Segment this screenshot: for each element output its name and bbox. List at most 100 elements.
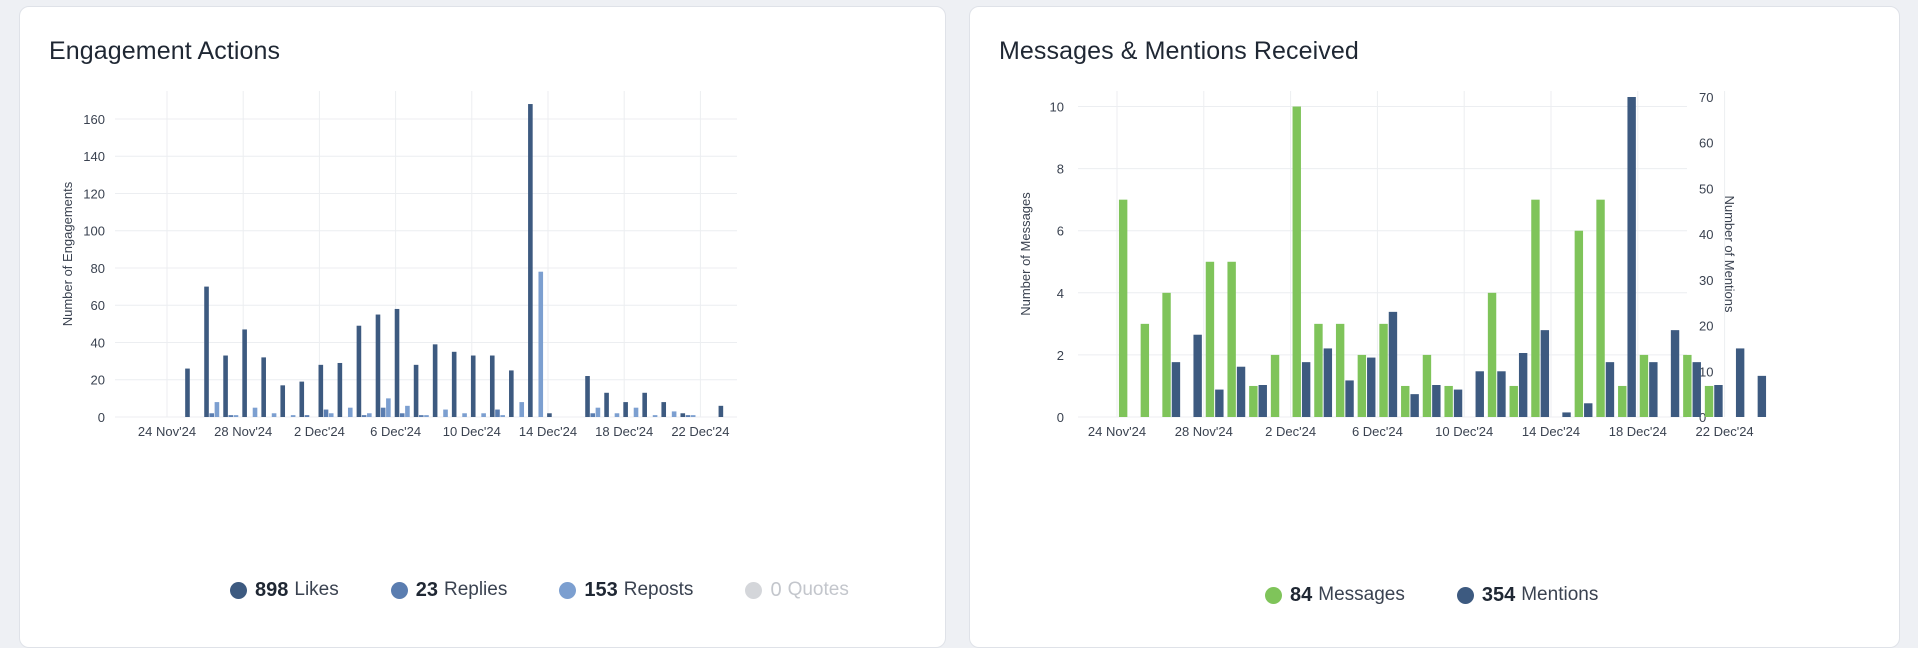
bar-mentions <box>1301 362 1311 417</box>
x-tick-label: 6 Dec'24 <box>1352 424 1403 439</box>
y-tick-label: 60 <box>91 298 105 313</box>
engagement-chart-title: Engagement Actions <box>49 37 281 65</box>
y2-tick-label: 20 <box>1699 319 1713 334</box>
bar-mentions <box>1215 389 1224 417</box>
legend-count-quotes: 0 <box>770 578 782 601</box>
legend-item-likes[interactable]: 898 Likes <box>230 579 339 602</box>
bar-likes <box>585 376 590 417</box>
bar-likes <box>509 370 514 417</box>
bar-likes <box>394 308 400 417</box>
bar-mentions <box>1453 389 1463 417</box>
x-tick-label: 2 Dec'24 <box>1265 424 1316 439</box>
legend-label-likes: Likes <box>294 579 339 600</box>
bar-likes <box>375 314 381 417</box>
bar-mentions <box>1649 362 1658 417</box>
legend-label-messages: Messages <box>1318 584 1405 605</box>
bar-likes <box>680 413 686 417</box>
bar-mentions <box>1258 385 1267 417</box>
legend-item-quotes[interactable]: 0 Quotes <box>745 578 849 602</box>
y-tick-label: 100 <box>83 224 105 239</box>
bar-reposts <box>633 407 639 417</box>
bar-likes <box>470 355 476 417</box>
bar-messages <box>1509 385 1518 417</box>
bar-mentions <box>1410 394 1419 417</box>
x-tick-label: 24 Nov'24 <box>138 424 196 439</box>
bar-mentions <box>1323 348 1333 417</box>
y2-tick-label: 10 <box>1699 364 1713 379</box>
y2-tick-label: 0 <box>1699 410 1706 425</box>
bar-messages <box>1292 106 1301 418</box>
x-tick-label: 24 Nov'24 <box>1088 424 1146 439</box>
legend-item-messages[interactable]: 84 Messages <box>1265 584 1405 607</box>
bar-likes <box>489 355 495 417</box>
legend-dot-likes <box>230 581 247 599</box>
y-tick-label: 0 <box>98 410 105 425</box>
bar-messages <box>1704 385 1714 417</box>
y-tick-label: 6 <box>1057 224 1064 239</box>
legend-label-mentions: Mentions <box>1521 584 1599 605</box>
legend-dot-mentions <box>1456 586 1474 604</box>
y2-tick-label: 40 <box>1699 227 1713 242</box>
x-tick-label: 14 Dec'24 <box>1522 424 1580 439</box>
bar-reposts <box>424 415 429 417</box>
bar-reposts <box>405 405 410 417</box>
y-tick-label: 0 <box>1057 410 1064 425</box>
bar-mentions <box>1562 412 1571 417</box>
bar-replies <box>495 409 500 417</box>
bar-likes <box>623 402 628 417</box>
bar-messages <box>1205 261 1215 417</box>
bar-mentions <box>1193 334 1202 417</box>
bar-replies <box>418 415 424 417</box>
bar-messages <box>1574 230 1584 417</box>
bar-reposts <box>443 409 448 417</box>
bar-reposts <box>538 271 544 417</box>
y-tick-label: 120 <box>83 186 105 201</box>
bar-replies <box>304 415 310 417</box>
bar-messages <box>1227 261 1236 417</box>
bar-likes <box>547 413 552 417</box>
bar-mentions <box>1388 311 1398 417</box>
bar-mentions <box>1367 357 1376 417</box>
bar-likes <box>413 364 419 417</box>
bar-likes <box>337 362 343 417</box>
legend-dot-quotes <box>745 581 763 599</box>
bar-replies <box>209 413 215 417</box>
messages-mentions-legend: 84 Messages 354 Mentions <box>1265 580 1650 610</box>
y-tick-label: 2 <box>1057 348 1064 363</box>
bar-mentions <box>1518 353 1528 417</box>
legend-item-reposts[interactable]: 153 Reposts <box>559 579 693 602</box>
bar-messages <box>1487 292 1497 417</box>
bar-messages <box>1422 354 1432 417</box>
bar-mentions <box>1432 385 1441 417</box>
bar-replies <box>361 415 367 417</box>
bar-likes <box>604 392 609 417</box>
legend-item-replies[interactable]: 23 Replies <box>390 579 507 602</box>
bar-likes <box>451 351 457 417</box>
bar-messages <box>1270 354 1280 417</box>
bar-messages <box>1249 385 1258 417</box>
bar-reposts <box>519 402 525 417</box>
bar-mentions <box>1670 330 1680 417</box>
bar-likes <box>242 329 247 417</box>
bar-messages <box>1162 292 1171 417</box>
bar-mentions <box>1236 366 1246 417</box>
bar-messages <box>1140 323 1150 417</box>
legend-dot-messages <box>1265 586 1282 604</box>
bar-likes <box>261 357 266 417</box>
legend-count-likes: 898 <box>255 578 289 601</box>
bar-mentions <box>1345 380 1354 417</box>
legend-item-mentions[interactable]: 354 Mentions <box>1456 584 1599 607</box>
bar-likes <box>318 364 324 417</box>
bar-messages <box>1314 323 1323 417</box>
y-tick-label: 10 <box>1050 100 1064 115</box>
engagement-actions-card: Engagement Actions 0 20 40 60 80 100 120 140 160… <box>19 6 946 648</box>
legend-count-reposts: 153 <box>584 578 618 601</box>
y-tick-label: 20 <box>91 373 105 388</box>
bar-reposts <box>233 415 239 417</box>
bar-reposts <box>347 407 353 417</box>
bar-replies <box>685 415 691 417</box>
legend-dot-reposts <box>559 581 577 599</box>
legend-count-messages: 84 <box>1290 583 1313 606</box>
bar-mentions <box>1497 371 1506 417</box>
bar-mentions <box>1584 403 1593 417</box>
